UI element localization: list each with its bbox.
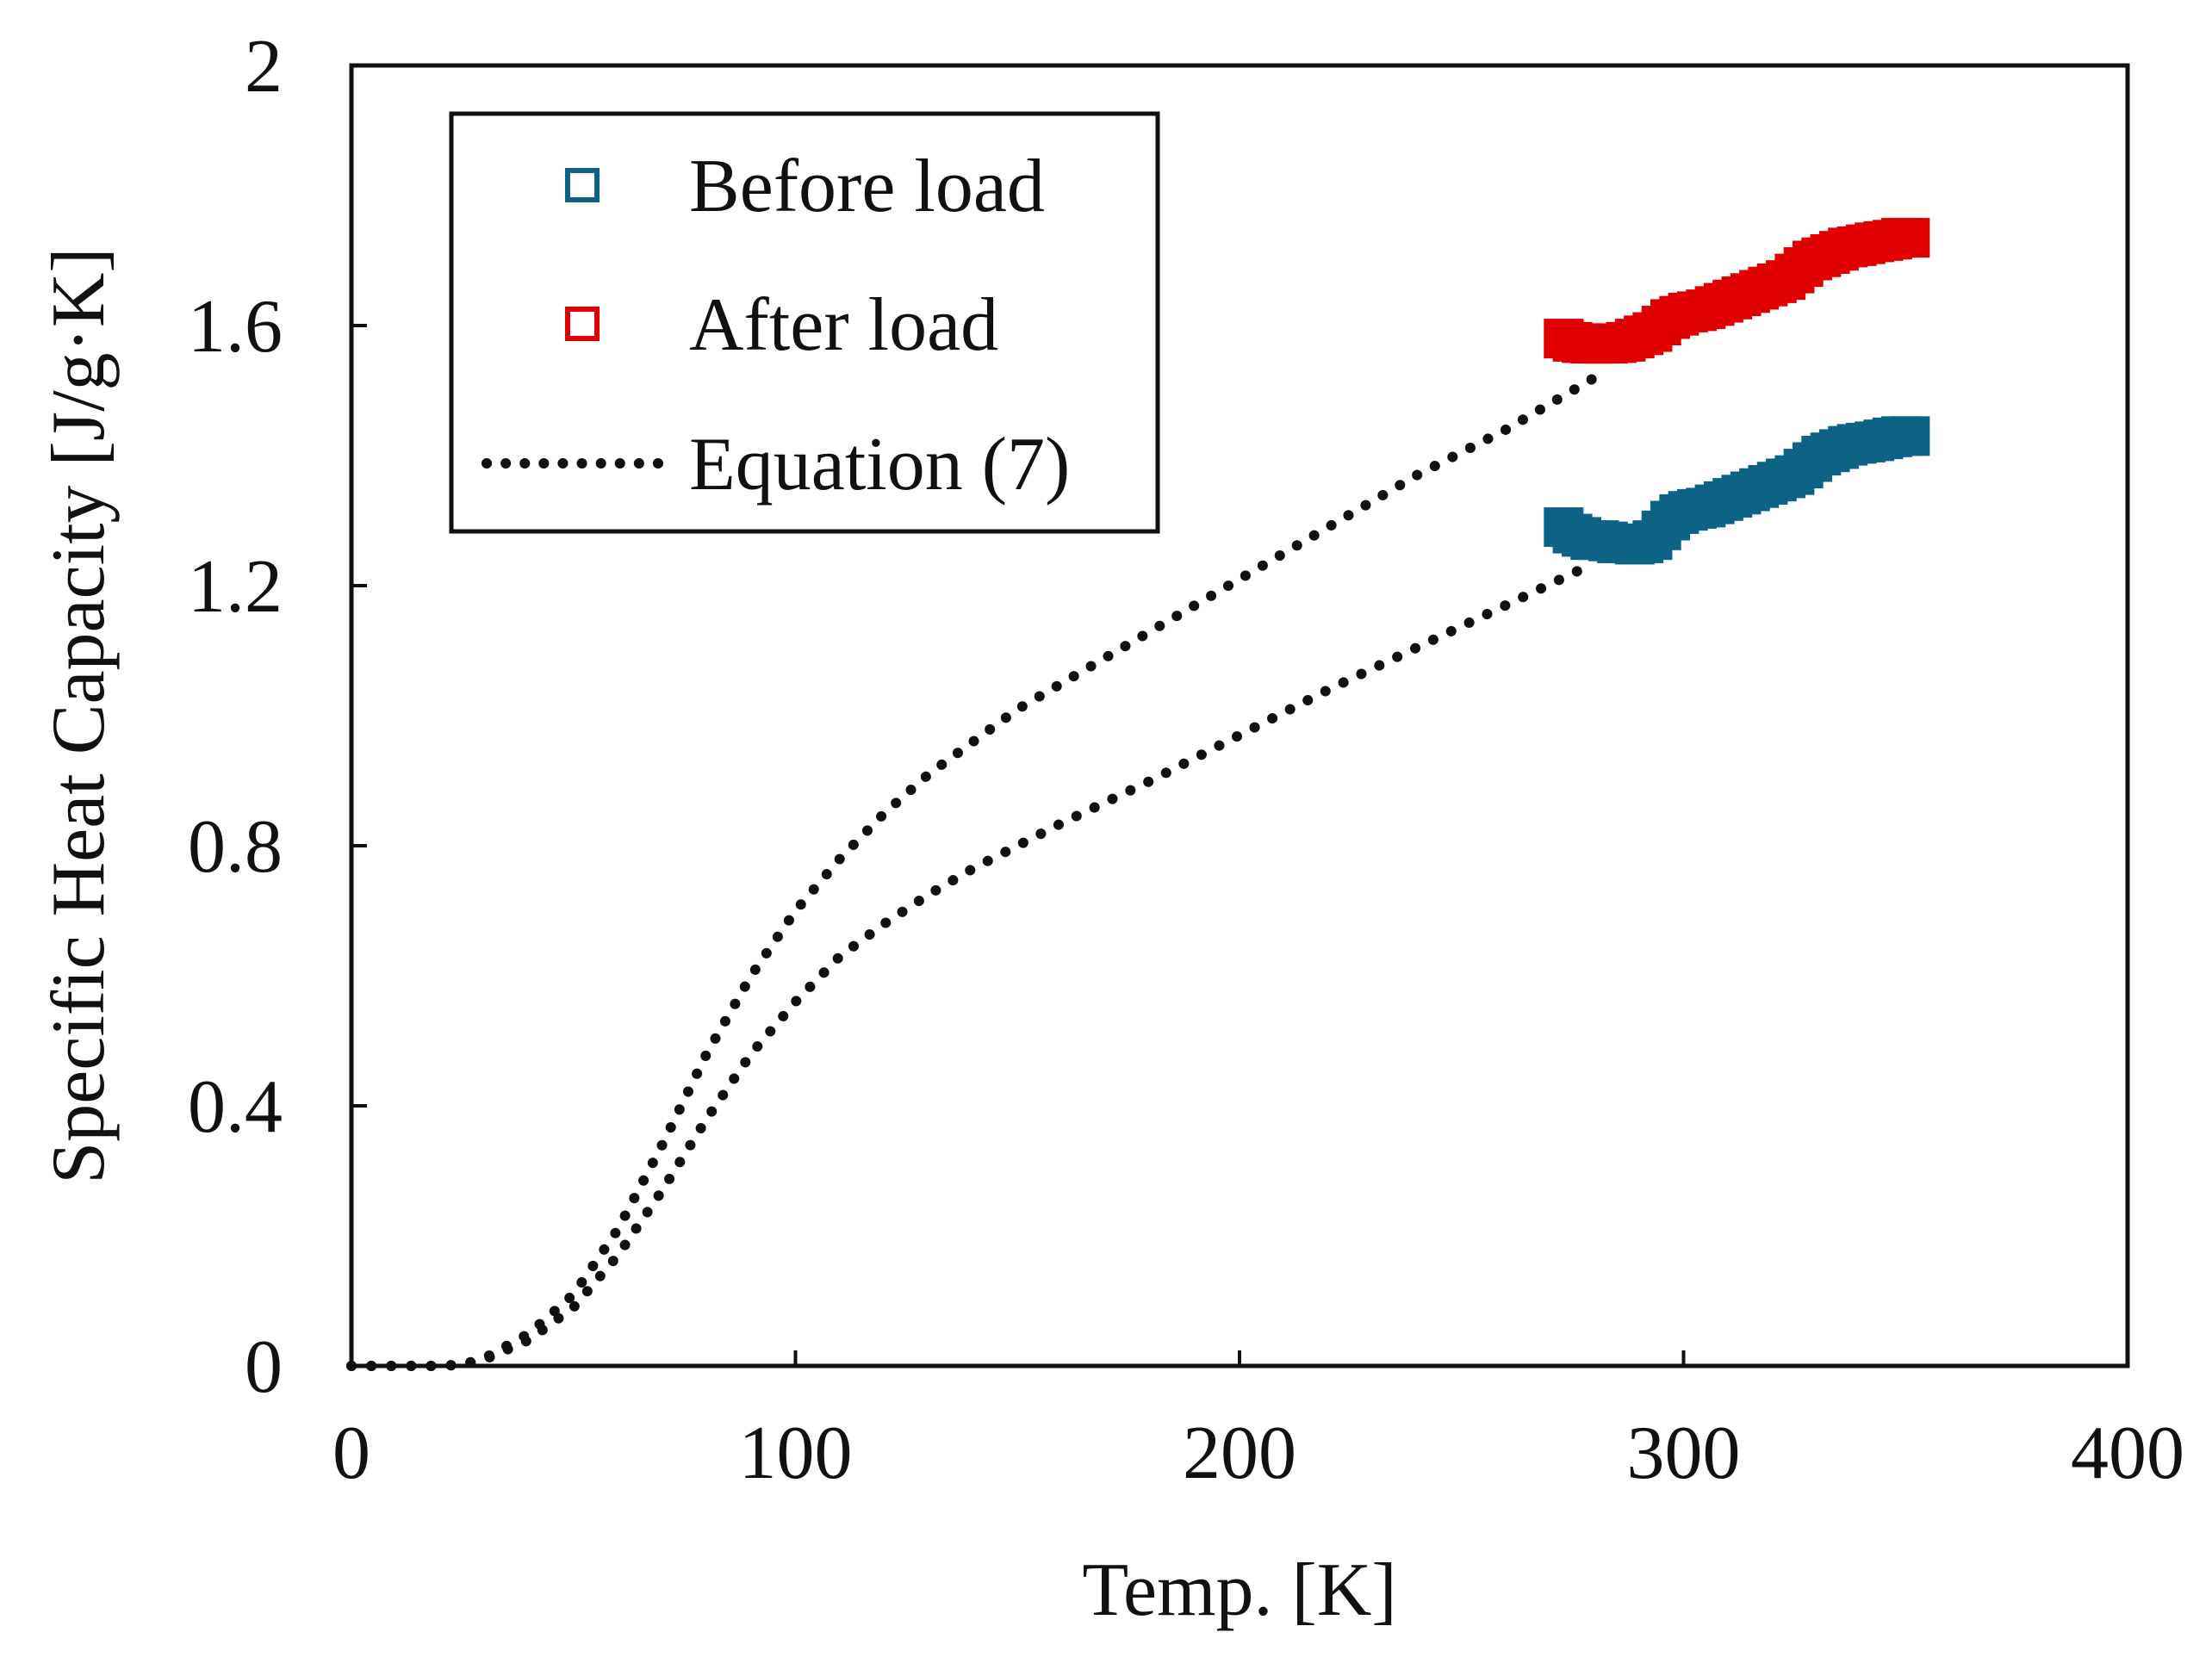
equation-curve [346,557,1600,1371]
legend-label-after-load: After load [689,283,998,367]
x-tick-label: 0 [332,1412,370,1495]
x-axis-title: Temp. [K] [1082,1548,1396,1632]
y-axis-title: Specific Heat Capacity [J/g·K] [37,247,121,1183]
y-tick-label: 1.2 [188,545,283,629]
y-tick-label: 0.8 [188,805,283,889]
y-tick-label: 1.6 [188,285,283,369]
x-tick-label: 300 [1627,1412,1741,1495]
legend-marker-before-load [565,168,600,202]
legend-label-equation: Equation (7) [689,423,1070,506]
x-tick-label: 100 [739,1412,853,1495]
legend: Before load After load Equation (7) [449,111,1160,534]
x-tick-label: 400 [2071,1412,2184,1495]
y-tick-label: 2 [245,25,283,109]
legend-marker-after-load [565,307,600,341]
tick-layer: 0 100 200 300 400 0 0.4 0.8 1.2 1.6 2 [188,25,2184,1495]
y-tick-label: 0.4 [188,1065,283,1149]
series-before-load [1544,416,1930,565]
y-tick-label: 0 [245,1325,283,1409]
data-point [1890,416,1930,456]
series-after-load [1544,218,1930,364]
series-equation-7-before-load [346,557,1600,1371]
legend-label-before-load: Before load [689,145,1045,228]
series-layer [346,218,1930,1371]
x-tick-label: 200 [1183,1412,1296,1495]
data-point [1890,218,1930,258]
